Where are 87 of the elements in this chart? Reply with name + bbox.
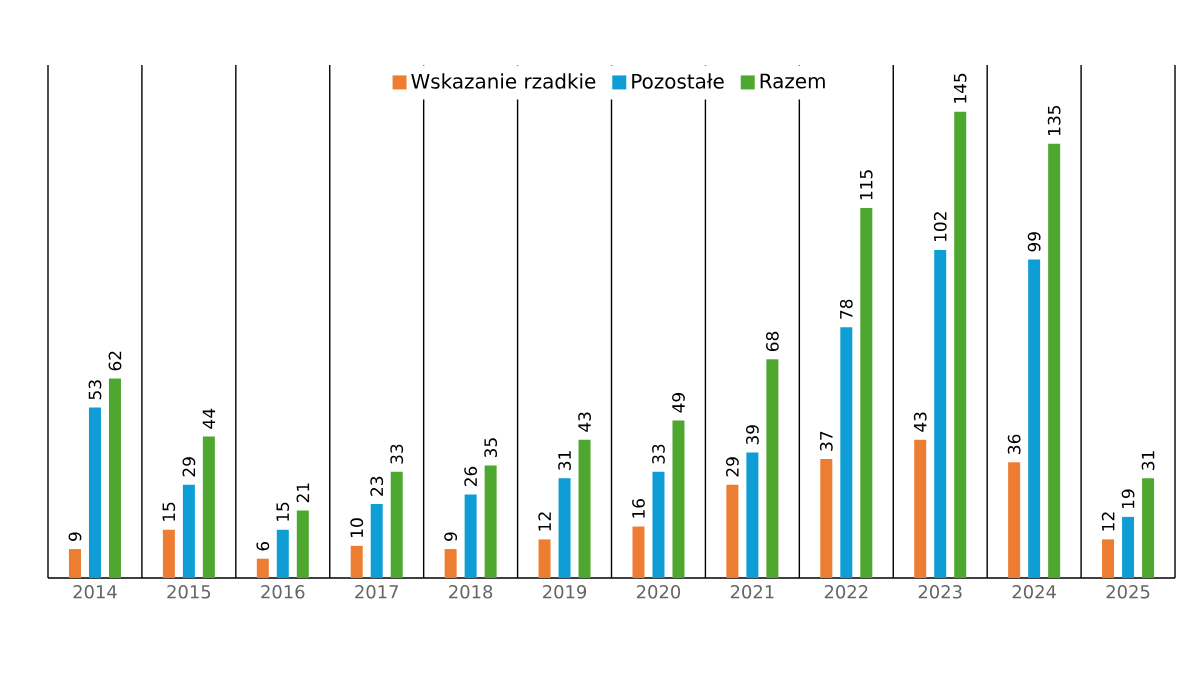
bar bbox=[202, 436, 215, 578]
bar bbox=[390, 471, 403, 578]
data-label: 29 bbox=[182, 457, 196, 477]
data-label: 9 bbox=[68, 532, 82, 541]
data-label: 62 bbox=[108, 351, 122, 371]
bar bbox=[860, 208, 873, 578]
x-tick-label: 2024 bbox=[1012, 585, 1056, 599]
data-label: 26 bbox=[464, 466, 478, 487]
data-label: 78 bbox=[839, 299, 853, 319]
bar bbox=[108, 378, 121, 578]
x-tick-label: 2016 bbox=[261, 585, 305, 599]
bar bbox=[256, 558, 269, 578]
bar bbox=[1142, 478, 1155, 578]
bar bbox=[558, 478, 571, 578]
x-tick-label: 2021 bbox=[730, 585, 774, 599]
bar bbox=[1028, 259, 1041, 578]
bar bbox=[632, 526, 645, 578]
bar bbox=[484, 465, 497, 578]
x-tick-label: 2015 bbox=[167, 585, 211, 599]
x-tick-label: 2023 bbox=[918, 585, 962, 599]
data-label: 68 bbox=[765, 331, 779, 352]
data-label: 49 bbox=[672, 392, 685, 413]
data-label: 33 bbox=[652, 444, 665, 464]
data-label: 9 bbox=[444, 532, 458, 541]
bar bbox=[840, 327, 853, 578]
legend-label: Wskazanie rzadkie bbox=[411, 73, 596, 89]
data-label: 15 bbox=[276, 502, 290, 521]
data-label: 31 bbox=[1141, 451, 1155, 470]
x-tick-label: 2020 bbox=[636, 585, 681, 599]
data-label: 53 bbox=[88, 380, 102, 400]
data-label: 115 bbox=[860, 170, 873, 200]
x-tick-label: 2014 bbox=[73, 585, 117, 599]
data-label: 37 bbox=[819, 431, 833, 451]
bar bbox=[370, 504, 383, 578]
x-tick-label: 2019 bbox=[543, 585, 587, 599]
legend-label: Razem bbox=[760, 73, 825, 89]
bar bbox=[88, 407, 101, 578]
bar bbox=[162, 529, 175, 578]
bar bbox=[1102, 539, 1115, 578]
bar bbox=[68, 549, 81, 578]
data-label: 29 bbox=[725, 457, 739, 477]
data-label: 21 bbox=[296, 483, 310, 503]
bar bbox=[1008, 462, 1021, 578]
bar bbox=[820, 458, 833, 578]
bar bbox=[578, 439, 591, 578]
bar bbox=[182, 484, 195, 578]
x-tick-label: 2017 bbox=[355, 585, 398, 599]
bar bbox=[746, 452, 759, 578]
bar bbox=[1122, 516, 1135, 578]
data-label: 135 bbox=[1047, 105, 1061, 135]
data-label: 15 bbox=[162, 502, 176, 521]
bar bbox=[672, 420, 685, 578]
bar bbox=[464, 494, 477, 578]
data-label: 44 bbox=[202, 408, 216, 429]
data-label: 10 bbox=[350, 518, 364, 537]
bar bbox=[538, 539, 551, 578]
data-label: 12 bbox=[1101, 512, 1115, 531]
bar bbox=[954, 111, 967, 578]
data-label: 99 bbox=[1027, 232, 1041, 252]
bar bbox=[444, 549, 457, 578]
data-label: 12 bbox=[538, 512, 551, 531]
data-label: 43 bbox=[913, 412, 927, 432]
data-label: 16 bbox=[632, 499, 645, 518]
data-label: 43 bbox=[578, 412, 591, 432]
legend-label: Pozostałe bbox=[632, 73, 724, 89]
data-label: 19 bbox=[1121, 489, 1135, 508]
bar bbox=[350, 545, 363, 578]
data-label: 6 bbox=[256, 541, 270, 551]
data-label: 36 bbox=[1007, 434, 1021, 454]
data-label: 31 bbox=[558, 451, 571, 470]
bar bbox=[276, 529, 289, 578]
data-label: 35 bbox=[484, 438, 498, 458]
data-label: 23 bbox=[370, 476, 384, 496]
x-tick-label: 2025 bbox=[1106, 585, 1150, 599]
x-tick-label: 2018 bbox=[449, 585, 493, 599]
bar bbox=[1048, 143, 1061, 578]
data-label: 102 bbox=[933, 212, 947, 242]
bar bbox=[934, 249, 947, 578]
data-label: 33 bbox=[390, 444, 404, 464]
x-tick-label: 2022 bbox=[824, 585, 868, 599]
bar bbox=[652, 471, 665, 578]
bar bbox=[296, 510, 309, 578]
data-label: 39 bbox=[745, 425, 759, 445]
bar bbox=[766, 359, 779, 578]
bar bbox=[726, 484, 739, 578]
bar bbox=[914, 439, 927, 578]
data-label: 145 bbox=[953, 73, 967, 103]
